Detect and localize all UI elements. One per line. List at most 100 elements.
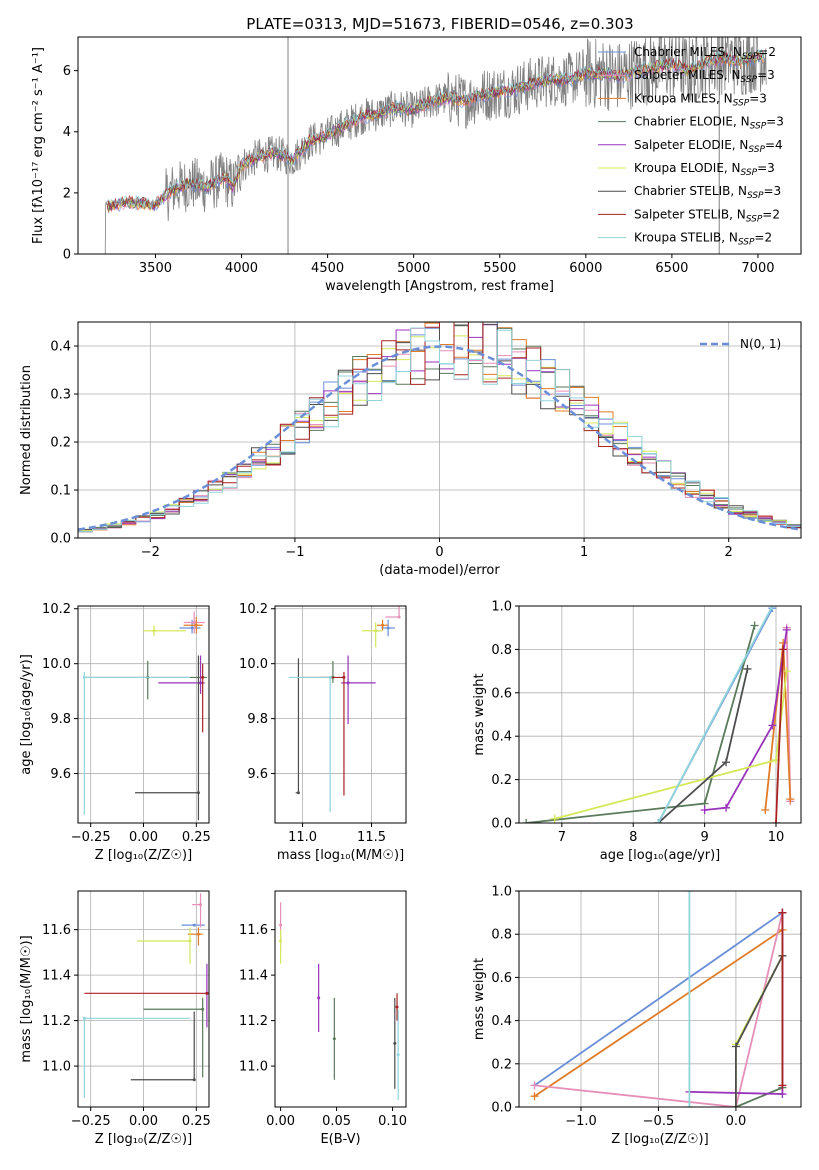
marker-cyan: [685, 891, 694, 895]
y-axis-label: mass weight: [472, 673, 487, 755]
x-tick-label: 3500: [139, 261, 172, 276]
marker-orange: [786, 795, 795, 804]
y-tick-label: 11.4: [239, 969, 268, 984]
x-tick-label: −0.5: [643, 1114, 675, 1129]
series-green: [526, 625, 756, 823]
marker-cyan: [654, 819, 663, 823]
point-cyan: [396, 1053, 400, 1057]
series-dark: [657, 668, 749, 823]
panel-residuals: N(0, 1) −2 −1 0 1 2 0.0 0.1 0.2 0.3 0.4 (data-model…: [19, 321, 802, 578]
plot-area: [530, 891, 787, 1107]
y-tick-label: 0.6: [491, 686, 512, 701]
x-axis-label: wavelength [Angstrom, rest frame]: [325, 279, 554, 294]
series-dark: [735, 955, 784, 1107]
y-tick-label: 0.1: [50, 484, 71, 499]
normal-curve: [78, 345, 801, 531]
y-tick-label: 0.0: [491, 817, 512, 832]
point-blue: [192, 923, 196, 927]
point-purple: [317, 996, 321, 1000]
point-yellow: [152, 629, 156, 633]
marker-orange: [530, 1092, 539, 1101]
series-cyan: [657, 606, 774, 823]
y-tick-label: 0.2: [491, 1057, 512, 1072]
x-axis-label: Z [log₁₀(Z/Z☉)]: [95, 848, 192, 863]
x-tick-label: 11.5: [357, 830, 386, 845]
x-tick-label: −1: [285, 545, 304, 560]
y-tick-label: 0.4: [50, 340, 71, 355]
point-pink: [199, 903, 203, 907]
x-tick-label: −0.25: [71, 830, 111, 845]
legend-label: Chabrier MILES, NSSP=2: [634, 45, 776, 62]
point-dark: [196, 791, 200, 795]
legend-tail: =3: [764, 184, 782, 198]
legend-sub: SSP: [733, 98, 750, 108]
legend-tail: =4: [765, 138, 783, 152]
legend-sub: SSP: [741, 168, 758, 178]
marker-purple: [722, 803, 731, 812]
legend-tail: =2: [758, 45, 776, 59]
y-tick-label: 10.2: [239, 602, 268, 617]
point-dark: [393, 1041, 397, 1045]
point-purple: [346, 681, 350, 685]
y-tick-label: 4: [63, 125, 71, 140]
y-tick-label: 0.8: [491, 643, 512, 658]
panel-z-age: −0.25 0.00 0.25 9.6 9.8 10.0 10.2 Z [log₁₀(Z/Z☉…: [19, 602, 211, 863]
x-tick-label: 0.25: [182, 830, 211, 845]
point-dark: [296, 791, 300, 795]
x-tick-label: 0.00: [266, 1114, 295, 1129]
y-tick-label: 10.2: [42, 602, 71, 617]
panel-z-mass: −0.25 0.00 0.25 11.0 11.2 11.4 11.6 Z [log₁₀(Z/…: [19, 890, 211, 1147]
legend-sub: SSP: [741, 75, 758, 85]
point-yellow: [188, 939, 192, 943]
x-tick-label: 9: [700, 830, 708, 845]
marker-green: [522, 819, 531, 823]
marker-cyan: [685, 1103, 694, 1107]
y-tick-label: 11.0: [239, 1060, 268, 1075]
legend-sub: SSP: [742, 52, 759, 62]
axes-frame: [518, 890, 802, 1108]
legend-label: Kroupa STELIB, NSSP=2: [634, 231, 772, 248]
marker-pink: [530, 1081, 539, 1090]
marker-red: [779, 645, 788, 654]
marker-dark: [743, 664, 752, 673]
point-red: [205, 991, 209, 995]
x-tick-label: 5500: [483, 261, 516, 276]
y-tick-label: 11.6: [42, 923, 71, 938]
model-spectrum-cyan: [107, 49, 765, 209]
marker-cyan: [768, 606, 777, 610]
legend-tail: =3: [749, 91, 767, 105]
point-blue: [190, 626, 194, 630]
plot-area: [522, 606, 795, 823]
y-tick-label: 0.2: [50, 436, 71, 451]
y-tick-label: 2: [63, 186, 71, 201]
y-tick-label: 11.2: [42, 1014, 71, 1029]
point-yellow: [279, 939, 283, 943]
x-tick-label: 10: [768, 830, 785, 845]
y-tick-label: 11.6: [239, 923, 268, 938]
x-tick-label: 2: [725, 545, 733, 560]
point-purple: [199, 681, 203, 685]
x-tick-label: 0.0: [726, 1114, 747, 1129]
x-tick-label: 7: [558, 830, 566, 845]
legend-tail: =3: [766, 115, 784, 129]
x-axis-label: age [log₁₀(age/yr)]: [600, 848, 721, 863]
x-tick-label: 11.0: [288, 830, 317, 845]
x-tick-label: 0.10: [378, 1114, 407, 1129]
plot-area: [288, 606, 401, 813]
x-tick-label: −2: [141, 545, 160, 560]
panel-age-weight: 7 8 9 10 0.0 0.2 0.4 0.6 0.8 1.0 age [log₁₀(age/yr…: [472, 600, 802, 863]
plot-area: [279, 902, 400, 1101]
legend-label: Salpeter MILES, NSSP=3: [634, 68, 775, 85]
x-tick-label: 0.25: [182, 1114, 211, 1129]
marker-red: [778, 908, 787, 917]
marker-green: [750, 621, 759, 630]
marker-dark: [731, 1103, 740, 1107]
marker-purple: [782, 625, 791, 634]
point-red: [342, 675, 346, 679]
x-tick-label: 6000: [569, 261, 602, 276]
y-tick-label: 0.4: [491, 1014, 512, 1029]
series-orange: [533, 929, 783, 1097]
x-tick-label: 8: [629, 830, 637, 845]
x-axis-label: Z [log₁₀(Z/Z☉)]: [95, 1132, 192, 1147]
